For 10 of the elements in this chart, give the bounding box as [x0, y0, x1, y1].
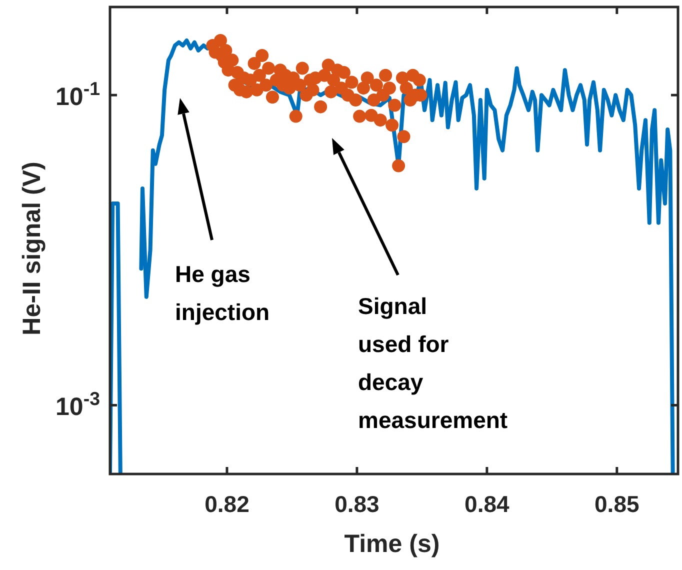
y-tick-label: 10$^{-1}$ — [56, 78, 100, 112]
y-axis-title: He-II signal (V) — [18, 162, 46, 336]
x-tick-label: 0.84 — [464, 491, 510, 517]
x-axis-title: Time (s) — [344, 530, 440, 558]
x-tick-label: 0.83 — [334, 491, 380, 517]
y-tick-label: 10$^{-3}$ — [56, 388, 100, 422]
x-tick-label: 0.85 — [594, 491, 640, 517]
annotation: Signal used for decay measurement — [358, 293, 508, 433]
x-tick-label: 0.82 — [204, 491, 250, 517]
annotation: He gas injection — [175, 261, 270, 325]
